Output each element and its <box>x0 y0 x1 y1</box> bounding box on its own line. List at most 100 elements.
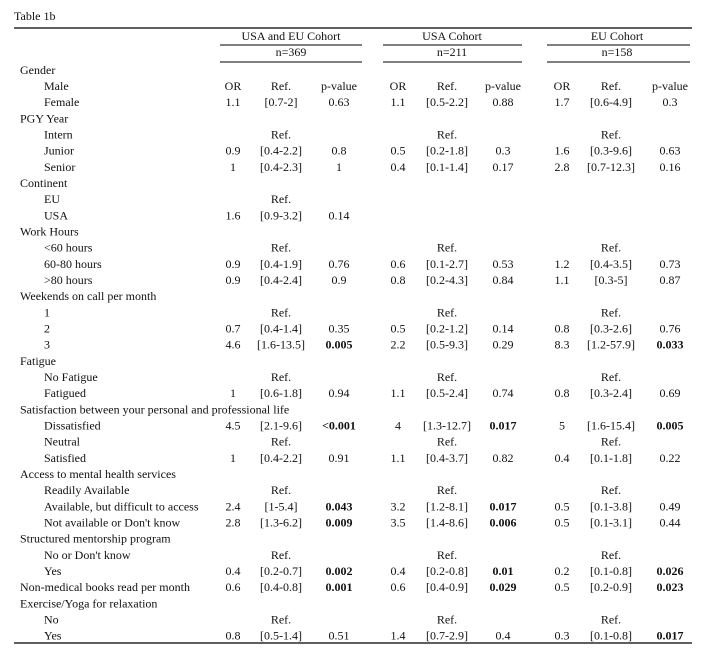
cell: [1.4-8.6] <box>426 516 468 530</box>
cell: [1.6-15.4] <box>587 418 635 432</box>
cohort-n: n=211 <box>437 45 467 59</box>
cohort-name: USA Cohort <box>422 29 482 43</box>
cell: 0.69 <box>660 386 681 400</box>
cell: [1-5.4] <box>265 499 298 513</box>
cell: 0.76 <box>660 321 681 335</box>
cell: 0.16 <box>660 160 681 174</box>
cell: [0.4-0.9] <box>426 580 468 594</box>
cell: [0.2-1.2] <box>426 321 468 335</box>
column-header: p-value <box>652 79 688 93</box>
cell: 0.017 <box>490 418 517 432</box>
cell: Ref. <box>601 241 621 255</box>
cell: 1.1 <box>391 386 406 400</box>
cell: [1.3-6.2] <box>260 516 302 530</box>
cell: 0.17 <box>493 160 514 174</box>
group-label: Fatigue <box>20 354 56 368</box>
cell: Ref. <box>601 483 621 497</box>
cell: Ref. <box>437 613 457 627</box>
row-label: Satisfied <box>44 451 86 465</box>
cell: [0.6-4.9] <box>590 95 632 109</box>
cell: 0.043 <box>326 499 353 513</box>
cell: [0.1-3.1] <box>590 516 632 530</box>
cell: 0.026 <box>657 564 684 578</box>
cell: 0.53 <box>493 257 514 271</box>
column-header: OR <box>225 79 242 93</box>
cell: [0.4-2.2] <box>260 144 302 158</box>
cell: Ref. <box>271 435 291 449</box>
cell: [0.3-5] <box>595 273 628 287</box>
cell: [0.9-3.2] <box>260 208 302 222</box>
cell: Ref. <box>437 370 457 384</box>
row-label: Yes <box>44 629 62 643</box>
column-header: Ref. <box>437 79 457 93</box>
cohort-name: USA and EU Cohort <box>242 29 342 43</box>
cell: Ref. <box>601 370 621 384</box>
cell: 0.3 <box>555 629 570 643</box>
cell: 0.76 <box>329 257 350 271</box>
cell: 1 <box>336 160 342 174</box>
cell: 0.8 <box>555 321 570 335</box>
cell: <0.001 <box>322 418 356 432</box>
cell: [0.4-2.3] <box>260 160 302 174</box>
cell: 1 <box>230 160 236 174</box>
cell: [0.7-2.9] <box>426 629 468 643</box>
cell: 2.4 <box>226 499 241 513</box>
row-label: No or Don't know <box>44 548 131 562</box>
cell: Ref. <box>437 483 457 497</box>
cell: [1.6-13.5] <box>257 338 305 352</box>
cell: 0.63 <box>329 95 350 109</box>
group-label: Exercise/Yoga for relaxation <box>20 596 157 610</box>
row-label: Junior <box>44 144 74 158</box>
cell: Ref. <box>601 435 621 449</box>
cell: 0.8 <box>332 144 347 158</box>
group-label: Satisfaction between your personal and p… <box>20 402 289 416</box>
cell: Ref. <box>437 548 457 562</box>
row-label: 3 <box>44 338 50 352</box>
cell: 0.22 <box>660 451 681 465</box>
cell: [0.2-0.7] <box>260 564 302 578</box>
group-label: Continent <box>20 176 68 190</box>
row-label: No Fatigue <box>44 370 98 384</box>
row-label: Not available or Don't know <box>44 516 180 530</box>
group-label: Work Hours <box>20 224 79 238</box>
cell: 0.91 <box>329 451 350 465</box>
cell: [0.7-2] <box>265 95 298 109</box>
column-header: OR <box>554 79 571 93</box>
cell: 0.51 <box>329 629 350 643</box>
cell: Ref. <box>271 241 291 255</box>
cohort-name: EU Cohort <box>591 29 644 43</box>
cell: [0.2-0.9] <box>590 580 632 594</box>
cell: 0.73 <box>660 257 681 271</box>
cell: Ref. <box>271 192 291 206</box>
cell: 0.009 <box>326 516 353 530</box>
row-label: EU <box>44 192 60 206</box>
cell: [0.3-2.6] <box>590 321 632 335</box>
cell: Ref. <box>271 127 291 141</box>
cell: 0.8 <box>391 273 406 287</box>
cell: Ref. <box>271 613 291 627</box>
cell: 0.023 <box>657 580 684 594</box>
cell: Ref. <box>437 241 457 255</box>
cell: 0.4 <box>226 564 241 578</box>
cell: 2.8 <box>555 160 570 174</box>
cell: [0.1-1.8] <box>590 451 632 465</box>
cell: Ref. <box>601 127 621 141</box>
cell: 0.017 <box>657 629 684 643</box>
cell: 0.3 <box>496 144 511 158</box>
row-label: Readily Available <box>44 483 129 497</box>
cell: [0.4-3.5] <box>590 257 632 271</box>
cell: 1 <box>230 451 236 465</box>
cell: 0.3 <box>663 95 678 109</box>
cell: 0.14 <box>493 321 514 335</box>
cell: [0.2-4.3] <box>426 273 468 287</box>
cell: Ref. <box>271 548 291 562</box>
cell: Ref. <box>271 370 291 384</box>
cell: 0.01 <box>493 564 514 578</box>
row-label: >80 hours <box>44 273 93 287</box>
cell: 2.8 <box>226 516 241 530</box>
cell: [1.3-12.7] <box>423 418 471 432</box>
cell: Ref. <box>437 305 457 319</box>
cell: 0.5 <box>391 144 406 158</box>
cell: 0.9 <box>226 273 241 287</box>
column-header: Ref. <box>271 79 291 93</box>
